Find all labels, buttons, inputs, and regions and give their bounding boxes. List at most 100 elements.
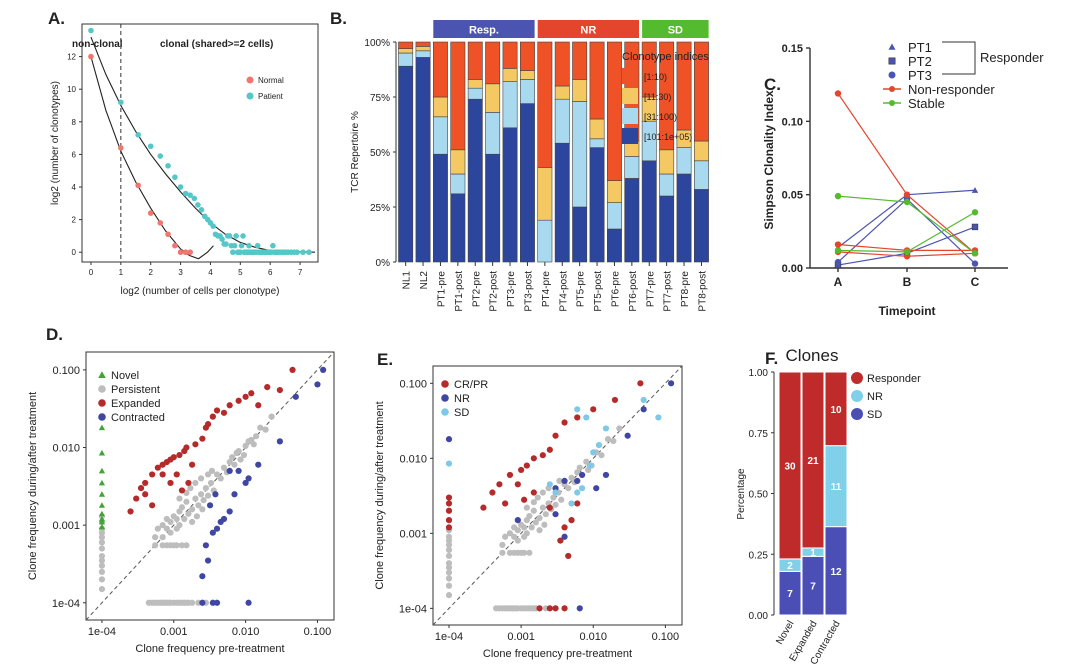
data-point xyxy=(240,233,246,239)
data-point xyxy=(176,522,183,529)
data-point xyxy=(610,437,617,445)
bar-segment xyxy=(693,160,709,190)
legend-label: SD xyxy=(454,407,469,419)
data-point xyxy=(523,462,530,469)
bar-segment xyxy=(589,138,605,148)
category-label: PT1-post xyxy=(454,271,465,312)
identity-line xyxy=(432,365,683,626)
panel-c: C. 0.00 0.05 0.10 0.15 A B C PT1PT2PT3Non-respon… xyxy=(762,40,1044,318)
data-point xyxy=(230,249,236,256)
data-point xyxy=(189,461,196,468)
legend-swatch xyxy=(888,71,896,79)
data-point xyxy=(195,502,202,509)
data-point xyxy=(163,525,170,532)
data-point xyxy=(530,499,537,506)
bar-segment xyxy=(572,41,588,80)
bar-segment xyxy=(502,68,518,82)
data-point xyxy=(556,477,563,484)
legend-label: Normal xyxy=(258,76,284,85)
bar-segment xyxy=(450,149,466,175)
data-point xyxy=(276,386,283,394)
bar-segment xyxy=(641,160,657,263)
panel-e: E. 1e-04 0.001 0.010 0.100 1e-04 0.001 0.010 0.1… xyxy=(374,350,683,660)
series-point xyxy=(903,198,911,206)
data-point xyxy=(207,479,215,487)
data-point xyxy=(242,479,249,487)
y-tick-label: 50% xyxy=(370,148,390,159)
data-point xyxy=(248,436,255,444)
data-point xyxy=(220,464,228,471)
legend-swatch xyxy=(98,399,106,407)
data-point xyxy=(233,449,240,457)
x-tick-label: 0.010 xyxy=(579,631,607,643)
data-point xyxy=(518,466,525,474)
data-point xyxy=(604,436,612,443)
y-tick-label: 4 xyxy=(72,183,77,192)
legend-swatch xyxy=(622,128,638,144)
data-point xyxy=(98,552,106,560)
category-label: PT3-pre xyxy=(506,271,517,308)
data-point xyxy=(98,449,106,456)
y-axis-title: Clone frequency during/after treatment xyxy=(27,392,39,580)
legend-swatch xyxy=(851,372,863,384)
data-point xyxy=(204,557,212,564)
data-point xyxy=(213,599,221,606)
data-point xyxy=(154,525,161,532)
y-tick-label: 0.010 xyxy=(52,443,80,455)
bar-segment xyxy=(589,147,605,263)
x-axis-title: Timepoint xyxy=(878,304,935,318)
series-point xyxy=(971,250,979,257)
x-tick-label: 2 xyxy=(148,268,153,277)
data-point xyxy=(598,452,605,459)
data-point xyxy=(445,533,453,540)
y-tick-label: 0.100 xyxy=(52,365,80,377)
bar-segment xyxy=(824,371,848,447)
category-label: PT1-pre xyxy=(436,271,447,308)
data-point xyxy=(98,534,106,541)
data-point xyxy=(226,233,233,239)
data-point xyxy=(181,515,188,523)
data-point xyxy=(238,242,245,249)
bar-segment xyxy=(485,83,501,113)
data-point xyxy=(199,573,206,580)
data-point xyxy=(530,489,537,496)
data-point xyxy=(568,517,575,524)
data-point xyxy=(523,530,530,537)
panel-d: D. 1e-04 0.001 0.010 0.100 1e-04 0.001 0.010 0.1… xyxy=(27,325,335,655)
data-point xyxy=(231,242,238,249)
data-point xyxy=(213,471,221,478)
data-point xyxy=(192,441,199,448)
x-tick-label: 4 xyxy=(208,268,213,277)
bar-segment xyxy=(432,41,448,98)
group-label: SD xyxy=(668,25,683,37)
data-point xyxy=(189,506,196,513)
data-point xyxy=(118,99,124,106)
bar-segment xyxy=(537,219,553,263)
data-point xyxy=(135,182,141,189)
data-point xyxy=(200,497,207,504)
bar-segment xyxy=(467,98,483,263)
data-point xyxy=(445,552,453,560)
data-point xyxy=(208,467,216,474)
panel-label-b: B. xyxy=(330,9,347,28)
data-point xyxy=(523,504,530,511)
data-point xyxy=(565,485,572,492)
identity-line xyxy=(85,351,335,621)
data-point xyxy=(445,582,453,589)
category-label: PT8-pre xyxy=(680,271,691,308)
legend-swatch xyxy=(851,408,863,420)
panel-label-c: C. xyxy=(764,75,781,94)
x-tick-label: 6 xyxy=(268,268,273,277)
bar-segment xyxy=(693,189,709,263)
data-point xyxy=(98,479,106,486)
data-point xyxy=(135,132,141,138)
data-point xyxy=(561,533,568,540)
panel-b: B. 0% 25% 50% 75% 100% NL1 NL2 PT1-pre PT1-post PT… xyxy=(330,9,709,312)
series-point xyxy=(971,223,979,231)
data-point xyxy=(185,510,192,517)
category-label: PT5-pre xyxy=(576,271,587,308)
bar-segment xyxy=(450,41,466,151)
data-point xyxy=(182,249,189,256)
y-tick-label: 0.25 xyxy=(749,550,769,561)
